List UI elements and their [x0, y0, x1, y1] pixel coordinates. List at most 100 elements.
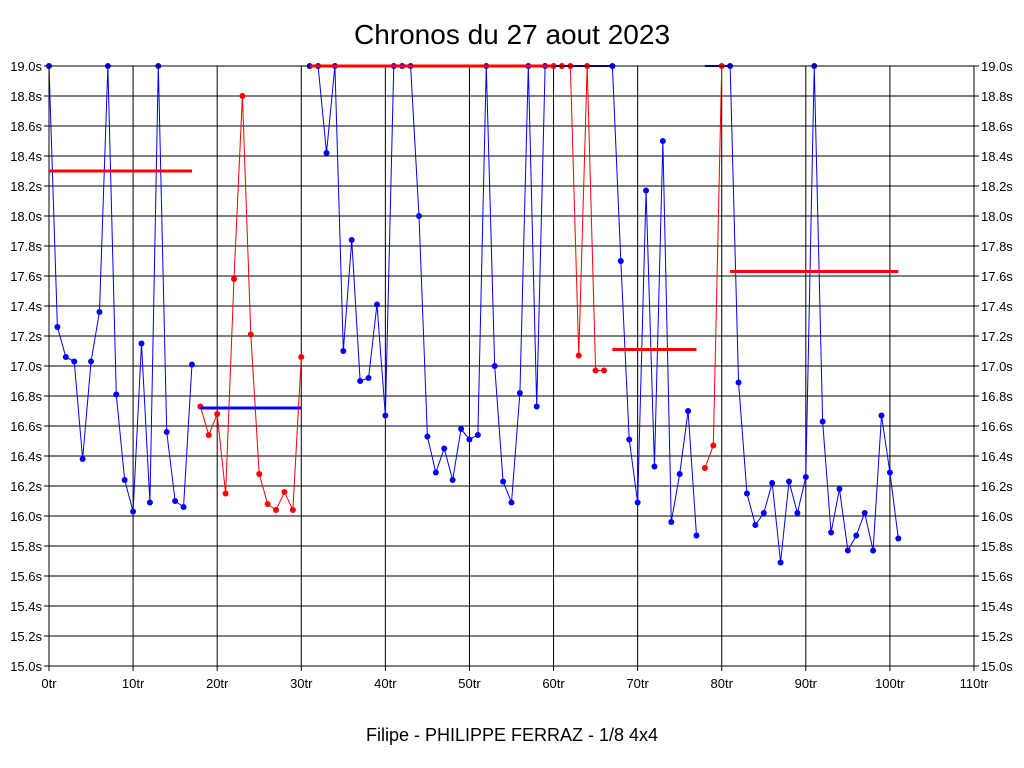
data-point — [281, 489, 288, 495]
y-tick-label-left: 18.0s — [10, 209, 42, 224]
y-tick-label-left: 16.6s — [10, 419, 42, 434]
data-point — [432, 469, 439, 476]
data-point — [416, 213, 422, 219]
x-tick-label: 100tr — [875, 676, 905, 691]
data-point — [373, 301, 380, 308]
data-point — [836, 486, 843, 492]
y-tick-label-right: 18.2s — [981, 179, 1013, 194]
data-point — [88, 358, 95, 365]
data-point — [844, 547, 851, 554]
data-point — [516, 390, 523, 396]
average-lines — [49, 64, 899, 410]
y-tick-label-right: 15.6s — [981, 569, 1013, 584]
y-tick-label-left: 17.4s — [10, 299, 42, 314]
data-point — [214, 411, 221, 417]
data-point — [853, 532, 860, 539]
data-point — [449, 477, 456, 483]
y-tick-label-left: 17.2s — [10, 329, 42, 344]
data-point — [508, 499, 515, 506]
y-tick-label-right: 16.2s — [981, 479, 1013, 494]
data-point — [474, 432, 481, 438]
data-point — [382, 412, 389, 419]
y-tick-label-right: 17.8s — [981, 239, 1013, 254]
data-point — [601, 367, 607, 374]
y-tick-label-right: 17.4s — [981, 299, 1013, 314]
series-line — [199, 95, 302, 511]
data-point — [458, 426, 465, 432]
x-tick-label: 50tr — [458, 676, 481, 691]
data-point — [693, 532, 700, 539]
y-tick-label-left: 18.6s — [10, 119, 42, 134]
data-point — [592, 367, 599, 374]
data-point — [769, 480, 776, 486]
data-point — [79, 456, 86, 462]
data-point — [222, 490, 229, 497]
data-point — [172, 498, 179, 504]
data-point — [231, 276, 237, 282]
series-line — [48, 65, 193, 512]
data-point — [710, 442, 717, 449]
y-tick-label-left: 19.0s — [10, 59, 42, 74]
data-point — [96, 309, 103, 315]
y-tick-label-right: 17.2s — [981, 329, 1013, 344]
series-line — [729, 65, 899, 563]
data-point — [424, 433, 431, 440]
series-lines — [48, 65, 899, 563]
data-point — [264, 501, 271, 507]
data-point — [323, 150, 330, 156]
y-tick-label-left: 15.8s — [10, 539, 42, 554]
x-tick-label: 60tr — [542, 676, 565, 691]
data-point — [828, 529, 835, 536]
y-tick-label-right: 16.0s — [981, 509, 1013, 524]
y-tick-label-right: 19.0s — [981, 59, 1013, 74]
data-point — [62, 354, 69, 360]
data-point — [121, 477, 128, 483]
data-point — [861, 510, 868, 516]
data-point — [533, 403, 540, 410]
y-tick-label-right: 16.6s — [981, 419, 1013, 434]
data-point — [752, 522, 759, 528]
data-point — [180, 504, 187, 510]
data-point — [886, 469, 893, 476]
y-tick-label-right: 16.8s — [981, 389, 1013, 404]
data-point — [273, 507, 280, 513]
y-tick-label-left: 16.0s — [10, 509, 42, 524]
chart-subtitle: Filipe - PHILIPPE FERRAZ - 1/8 4x4 — [366, 725, 658, 745]
data-point — [643, 187, 650, 194]
tick-labels: 0tr 10tr 20tr 30tr 40tr 50tr 60tr 70tr 80tr 90tr 1… — [10, 59, 1013, 691]
data-point — [348, 237, 355, 243]
data-point — [668, 519, 675, 525]
x-tick-label: 110tr — [960, 676, 989, 691]
y-tick-label-left: 17.6s — [10, 269, 42, 284]
chart-title: Chronos du 27 aout 2023 — [354, 19, 670, 50]
y-tick-label-right: 18.8s — [981, 89, 1013, 104]
y-tick-label-left: 16.8s — [10, 389, 42, 404]
y-tick-label-right: 15.2s — [981, 629, 1013, 644]
data-point — [685, 408, 692, 414]
y-tick-label-right: 18.0s — [981, 209, 1013, 224]
data-point — [777, 559, 784, 566]
data-point — [735, 379, 742, 386]
data-point — [357, 378, 364, 384]
x-tick-label: 30tr — [290, 676, 313, 691]
y-tick-label-left: 16.2s — [10, 479, 42, 494]
y-tick-label-right: 16.4s — [981, 449, 1013, 464]
y-tick-label-right: 18.4s — [981, 149, 1013, 164]
grid — [44, 65, 979, 671]
y-tick-label-right: 18.6s — [981, 119, 1013, 134]
data-point — [289, 507, 296, 513]
data-point — [239, 93, 246, 99]
y-tick-label-left: 17.8s — [10, 239, 42, 254]
data-point — [247, 331, 254, 338]
data-point — [794, 510, 801, 516]
data-point — [895, 535, 902, 542]
data-point — [130, 508, 137, 515]
data-point — [676, 471, 683, 477]
data-point — [298, 354, 305, 360]
x-tick-label: 10tr — [122, 676, 145, 691]
data-point — [760, 510, 767, 516]
data-point — [500, 478, 507, 485]
y-tick-label-right: 17.6s — [981, 269, 1013, 284]
y-tick-label-left: 18.8s — [10, 89, 42, 104]
